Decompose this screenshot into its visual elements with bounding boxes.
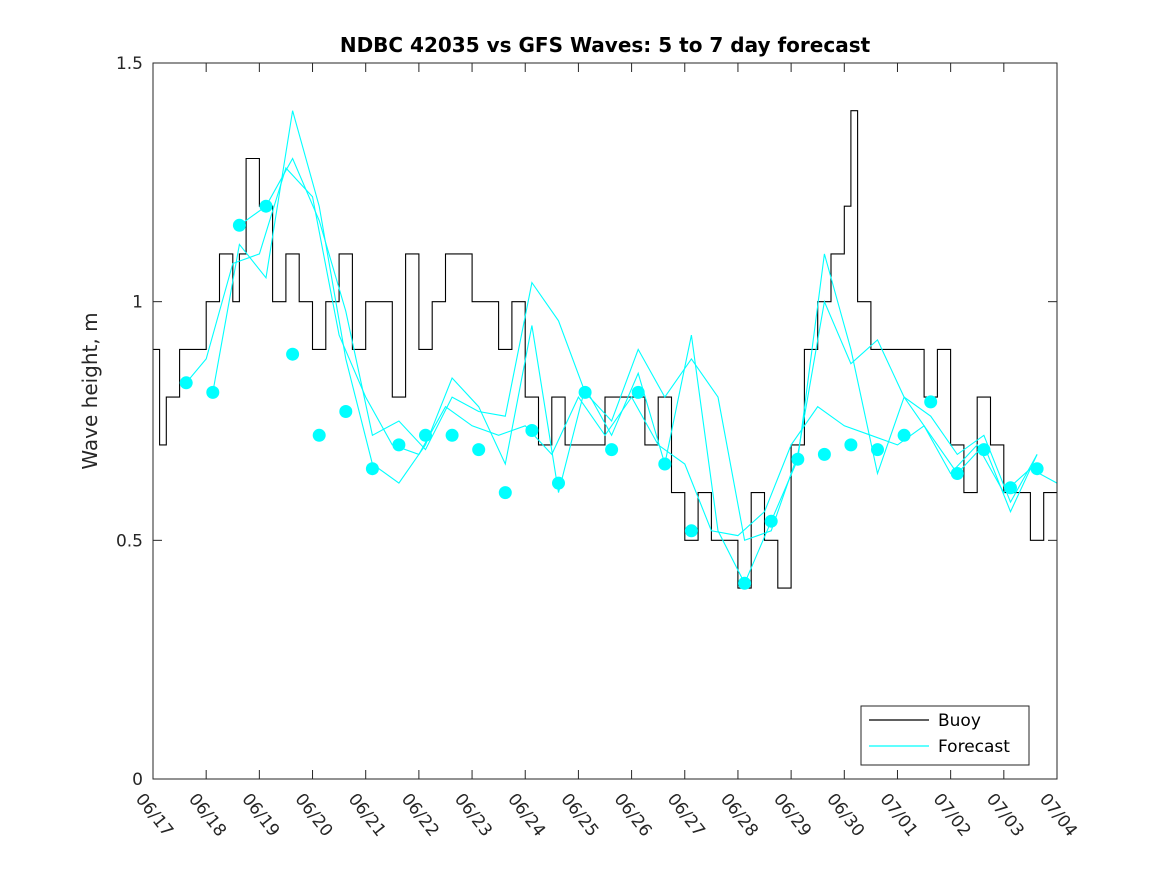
forecast-marker bbox=[498, 486, 512, 500]
forecast-marker bbox=[658, 457, 672, 471]
forecast-marker bbox=[339, 405, 353, 418]
forecast-marker bbox=[684, 524, 698, 538]
forecast-line-2 bbox=[185, 166, 1058, 537]
plot-frame bbox=[152, 62, 1058, 780]
forecast-marker bbox=[419, 428, 432, 442]
forecast-line-3 bbox=[212, 110, 1038, 585]
series-layer bbox=[153, 110, 1058, 590]
chart-title: NDBC 42035 vs GFS Waves: 5 to 7 day fore… bbox=[340, 33, 871, 57]
forecast-marker bbox=[950, 467, 964, 480]
forecast-marker bbox=[977, 443, 991, 457]
forecast-marker bbox=[179, 376, 193, 390]
forecast-marker bbox=[817, 447, 831, 461]
forecast-marker bbox=[1030, 462, 1044, 476]
forecast-marker bbox=[578, 385, 592, 399]
legend[interactable]: Buoy Forecast bbox=[860, 705, 1030, 766]
y-tick-label: 0.5 bbox=[116, 531, 143, 551]
forecast-marker bbox=[525, 424, 539, 437]
forecast-marker bbox=[924, 395, 938, 409]
forecast-marker bbox=[1004, 481, 1017, 495]
forecast-marker bbox=[472, 443, 486, 457]
forecast-marker bbox=[392, 438, 406, 452]
legend-label-buoy: Buoy bbox=[938, 711, 981, 731]
y-tick-label: 0 bbox=[132, 770, 143, 790]
forecast-marker bbox=[232, 218, 246, 232]
forecast-marker bbox=[738, 576, 752, 590]
forecast-marker bbox=[206, 385, 220, 399]
forecast-marker bbox=[764, 514, 778, 528]
y-tick-label: 1 bbox=[132, 293, 143, 313]
forecast-marker bbox=[552, 476, 565, 490]
forecast-marker bbox=[365, 462, 379, 476]
forecast-marker bbox=[445, 428, 459, 442]
forecast-marker bbox=[791, 452, 805, 466]
forecast-line-4 bbox=[239, 157, 1038, 542]
forecast-marker bbox=[605, 443, 619, 457]
legend-label-forecast: Forecast bbox=[938, 737, 1010, 757]
forecast-marker bbox=[871, 443, 884, 457]
y-tick-label: 1.5 bbox=[116, 54, 143, 74]
forecast-marker bbox=[312, 428, 326, 442]
forecast-marker bbox=[844, 438, 858, 452]
forecast-marker bbox=[259, 199, 273, 213]
legend-box bbox=[860, 705, 1030, 766]
forecast-marker bbox=[897, 428, 911, 442]
y-axis-label: Wave height, m bbox=[78, 312, 102, 469]
forecast-marker bbox=[631, 385, 645, 399]
forecast-marker bbox=[286, 347, 300, 361]
